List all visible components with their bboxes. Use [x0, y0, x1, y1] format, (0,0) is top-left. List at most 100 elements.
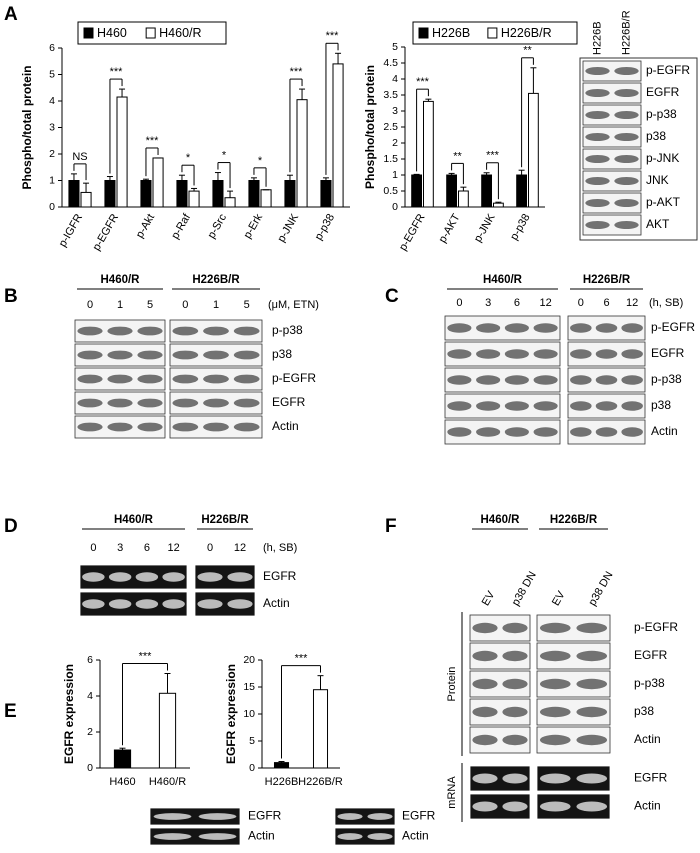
x-tick-label: p-JNK [472, 211, 498, 244]
band [153, 833, 192, 840]
lane-label: 0 [207, 542, 213, 554]
y-tick-label: 0 [87, 762, 93, 774]
band [585, 111, 610, 119]
band [203, 350, 229, 360]
row-label: AKT [646, 217, 670, 231]
band [233, 422, 260, 432]
bar [260, 189, 272, 208]
band [447, 427, 472, 437]
bar [113, 749, 132, 769]
band [233, 398, 260, 408]
band [576, 622, 608, 634]
band [137, 374, 163, 384]
significance: *** [110, 66, 124, 78]
y-tick-label: 0 [49, 201, 55, 213]
band [570, 401, 592, 411]
lane-label: 0 [90, 542, 96, 554]
y-tick-label: 4.5 [383, 57, 398, 69]
band [614, 111, 639, 119]
band [107, 398, 133, 408]
row-label: Actin [634, 799, 661, 813]
band [595, 427, 618, 437]
panel-letter: A [4, 4, 18, 25]
bar [446, 174, 458, 208]
band [472, 622, 498, 634]
band [476, 375, 501, 385]
row-label: p-EGFR [272, 371, 316, 385]
band [539, 773, 571, 784]
band [504, 375, 529, 385]
row-label: EGFR [402, 809, 436, 823]
row-label: EGFR [634, 648, 668, 662]
y-tick-label: 4 [87, 690, 93, 702]
band [172, 398, 199, 408]
band [504, 349, 529, 359]
band [585, 89, 610, 97]
lane-label: 3 [485, 297, 491, 309]
band [533, 401, 558, 411]
band [539, 650, 571, 662]
group-header: H460/R [481, 514, 521, 526]
lane-label: 12 [626, 297, 638, 309]
bar [248, 180, 260, 208]
bar [212, 180, 224, 208]
y-axis-label: EGFR expression [224, 664, 238, 764]
band [472, 773, 498, 784]
lane-label: 6 [603, 297, 609, 309]
y-axis-label: Phospho/total protein [363, 65, 377, 189]
band [533, 427, 558, 437]
bar [296, 99, 308, 208]
blot-row [582, 192, 642, 214]
band [172, 350, 199, 360]
y-tick-label: 6 [87, 654, 93, 666]
band [576, 650, 608, 662]
band [107, 422, 133, 432]
y-tick-label: 0.5 [383, 185, 398, 197]
band [203, 398, 229, 408]
bar [493, 202, 504, 208]
x-tick-label: p-AKT [437, 212, 463, 245]
band [502, 773, 528, 784]
band [614, 133, 639, 141]
x-tick-label: p-EGFR [91, 212, 122, 253]
band [197, 599, 223, 609]
bar [332, 63, 344, 208]
x-tick-label: H460 [109, 776, 135, 788]
bar [284, 180, 296, 208]
lane-label: 1 [117, 299, 123, 311]
lane-label: 1 [213, 299, 219, 311]
row-label: EGFR [646, 85, 680, 99]
panel-letter: D [4, 516, 18, 537]
legend-swatch [487, 27, 498, 39]
lane-label: 6 [144, 542, 150, 554]
x-tick-label: p-EGFR [397, 212, 428, 253]
band [585, 221, 610, 229]
band [539, 678, 571, 690]
group-header: H226B/R [192, 274, 240, 286]
row-label: p-p38 [634, 676, 665, 690]
band [227, 572, 253, 582]
legend-swatch [83, 27, 94, 39]
x-tick-label: p-Akt [134, 212, 157, 240]
band [585, 155, 610, 163]
lane-label: 0 [456, 297, 462, 309]
y-tick-label: 5 [249, 735, 255, 747]
y-tick-label: 10 [243, 708, 255, 720]
legend-swatch [145, 27, 156, 39]
band [595, 323, 618, 333]
band [447, 349, 472, 359]
band [233, 374, 260, 384]
band [153, 813, 192, 820]
y-tick-label: 1.5 [383, 153, 398, 165]
band [595, 349, 618, 359]
band [77, 398, 103, 408]
bar [312, 689, 329, 769]
lane-label: 12 [234, 542, 246, 554]
x-tick-label: p-Raf [169, 211, 193, 241]
band [77, 374, 103, 384]
y-tick-label: 6 [49, 42, 55, 54]
row-label: p38 [651, 398, 671, 412]
row-label: p-EGFR [634, 620, 678, 634]
band [137, 326, 163, 336]
band [539, 801, 571, 812]
